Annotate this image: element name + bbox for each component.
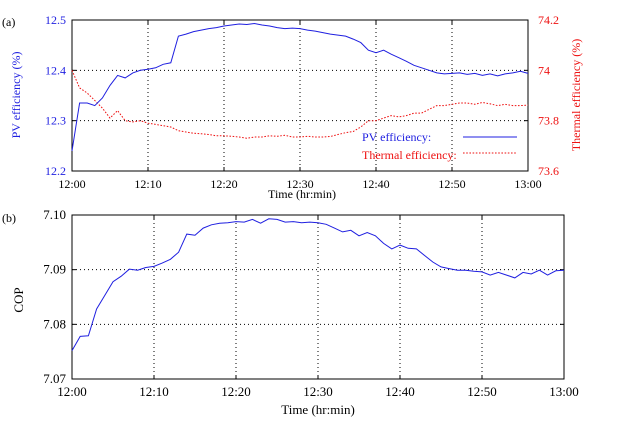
y-tick-label: 12.3 <box>45 114 66 128</box>
series-thermal-efficiency-line <box>71 70 529 139</box>
panel-b: (b) 12:00 12:10 12:20 12:30 12:40 12:50 13:00 … <box>2 207 579 417</box>
panel-a-grid <box>72 20 528 171</box>
panel-b-y-axis-label: COP <box>11 287 26 312</box>
x-tick-label: 12:40 <box>385 384 415 399</box>
x-tick-label: 13:00 <box>514 177 541 191</box>
y-tick-label: 12.4 <box>45 63 66 77</box>
y-tick-label-right: 73.6 <box>538 164 559 178</box>
y-tick-label-right: 74.2 <box>538 13 559 27</box>
panel-a-label: (a) <box>2 15 15 29</box>
legend-pv-efficiency-label: PV efficiency: <box>362 130 431 144</box>
x-tick-label: 12:30 <box>303 384 333 399</box>
panel-a-legend: PV efficiency: Thermal efficiency: <box>362 130 517 162</box>
x-tick-label: 12:10 <box>134 177 161 191</box>
y-tick-label: 12.2 <box>45 164 66 178</box>
x-tick-label: 12:50 <box>467 384 497 399</box>
x-tick-label: 13:00 <box>549 384 579 399</box>
series-pv-efficiency-line <box>71 22 529 151</box>
y-tick-label: 7.09 <box>43 262 66 277</box>
x-tick-label: 12:20 <box>221 384 251 399</box>
y-tick-label: 7.08 <box>43 316 66 331</box>
x-tick-label: 12:00 <box>57 384 87 399</box>
x-tick-label: 12:20 <box>210 177 237 191</box>
legend-thermal-efficiency-label: Thermal efficiency: <box>362 148 457 162</box>
panel-b-x-ticks: 12:00 12:10 12:20 12:30 12:40 12:50 13:00 <box>57 215 579 399</box>
panel-b-y-ticks: 7.07 7.08 7.09 7.10 <box>43 207 564 386</box>
y-tick-label: 7.10 <box>43 207 66 222</box>
panel-a-x-axis-label: Time (hr:min) <box>268 187 336 201</box>
panel-a-y-axis-label-right: Thermal efficiency (%) <box>569 39 583 151</box>
panel-b-label: (b) <box>2 211 16 225</box>
x-tick-label: 12:40 <box>362 177 389 191</box>
x-tick-label: 12:00 <box>58 177 85 191</box>
panel-b-x-axis-label: Time (hr:min) <box>281 402 355 417</box>
y-tick-label-right: 73.8 <box>538 114 559 128</box>
series-cop-line <box>71 218 565 351</box>
panel-a-y-ticks-right: 73.6 73.8 74 74.2 <box>524 13 559 178</box>
y-tick-label: 7.07 <box>43 371 66 386</box>
y-tick-label-right: 74 <box>538 63 550 77</box>
panel-a-x-ticks: 12:00 12:10 12:20 12:30 12:40 12:50 13:00 <box>58 20 542 191</box>
x-tick-label: 12:30 <box>286 177 313 191</box>
panel-a-y-axis-label-left: PV efficiency (%) <box>9 52 23 139</box>
panel-a-y-ticks-left: 12.2 12.3 12.4 12.5 <box>45 13 76 178</box>
x-tick-label: 12:50 <box>438 177 465 191</box>
y-tick-label: 12.5 <box>45 13 66 27</box>
panel-b-grid <box>72 215 564 379</box>
panel-a: (a) 12:00 12:10 12:20 12:30 12:40 12:50 13:00 … <box>2 13 583 201</box>
x-tick-label: 12:10 <box>139 384 169 399</box>
